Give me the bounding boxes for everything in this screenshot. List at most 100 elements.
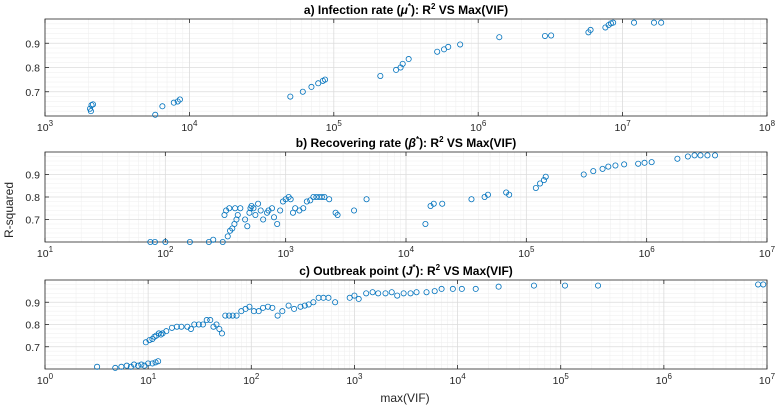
panel-title: c) Outbreak point (J*): R2 VS Max(VIF) — [299, 263, 513, 278]
data-point — [246, 303, 253, 310]
data-point — [246, 209, 253, 216]
data-point — [269, 304, 276, 311]
data-point — [260, 216, 267, 223]
data-point — [351, 207, 358, 214]
data-point — [631, 19, 638, 26]
x-tick-label: 107 — [615, 119, 632, 134]
y-tick-label: 0.7 — [25, 87, 40, 99]
x-tick-label: 101 — [37, 245, 54, 260]
data-point — [207, 317, 214, 324]
data-point — [186, 238, 193, 245]
data-point — [151, 238, 158, 245]
data-point — [684, 153, 691, 160]
data-point — [237, 205, 244, 212]
data-point — [612, 162, 619, 169]
data-point — [135, 362, 142, 369]
data-point — [250, 205, 257, 212]
data-point — [271, 214, 278, 221]
data-point — [131, 361, 138, 368]
data-point — [138, 361, 145, 368]
data-point — [264, 303, 271, 310]
data-point — [434, 48, 441, 55]
data-point — [310, 193, 317, 200]
data-point — [301, 302, 308, 309]
x-tick-label: 101 — [140, 372, 157, 387]
data-point — [363, 196, 370, 203]
data-point — [170, 99, 177, 106]
data-point — [595, 282, 602, 289]
data-point — [303, 198, 310, 205]
panel-outbreak-point: 100 101 102 103 104 105 106 107 0.7 0.8 0.9 c) Outb… — [25, 263, 775, 387]
data-point — [123, 362, 130, 369]
data-point — [234, 211, 241, 218]
y-axis-label: R-squared — [2, 182, 16, 238]
y-tick-label: 0.8 — [25, 63, 40, 75]
data-point — [648, 159, 655, 166]
data-point — [388, 289, 395, 296]
data-point — [195, 321, 202, 328]
x-tick-label: 102 — [243, 372, 260, 387]
x-tick-label: 105 — [553, 372, 570, 387]
data-point — [219, 238, 226, 245]
data-point — [537, 180, 544, 187]
data-point — [548, 32, 555, 39]
x-tick-label: 108 — [759, 119, 776, 134]
data-point — [691, 152, 698, 159]
data-point — [641, 159, 648, 166]
data-point — [422, 220, 429, 227]
data-point — [468, 196, 475, 203]
data-point — [405, 56, 412, 63]
data-point — [226, 312, 233, 319]
data-point — [94, 363, 101, 370]
x-axis-label: max(VIF) — [380, 391, 429, 405]
data-point — [321, 193, 328, 200]
x-tick-label: 105 — [326, 119, 343, 134]
y-tick-label: 0.7 — [25, 215, 40, 227]
data-point — [291, 305, 298, 312]
data-point — [159, 103, 166, 110]
data-point — [610, 19, 617, 26]
data-point — [393, 66, 400, 73]
x-tick-label: 102 — [157, 245, 174, 260]
y-tick-label: 0.9 — [25, 38, 40, 50]
data-point — [399, 60, 406, 67]
data-point — [472, 285, 479, 292]
x-tick-label: 105 — [518, 245, 535, 260]
data-point — [704, 152, 711, 159]
data-point — [325, 294, 332, 301]
data-point — [369, 289, 376, 296]
y-tick-label: 0.9 — [25, 297, 40, 309]
y-tick-label: 0.8 — [25, 192, 40, 204]
data-point — [269, 205, 276, 212]
data-point — [495, 283, 502, 290]
data-point — [300, 205, 307, 212]
data-point — [457, 41, 464, 48]
data-point — [318, 193, 325, 200]
x-tick-label: 107 — [759, 372, 776, 387]
data-point — [176, 96, 183, 103]
data-point — [599, 165, 606, 172]
data-point — [145, 360, 152, 367]
data-point — [658, 19, 665, 26]
data-point — [147, 238, 154, 245]
data-point — [274, 312, 281, 319]
data-point — [332, 299, 339, 306]
data-point — [287, 196, 294, 203]
data-point — [346, 294, 353, 301]
data-point — [218, 330, 225, 337]
data-point — [449, 285, 456, 292]
x-tick-label: 106 — [639, 245, 656, 260]
panel-title: a) Infection rate (μ*): R2 VS Max(VIF) — [304, 2, 508, 17]
data-point — [561, 282, 568, 289]
data-point — [674, 155, 681, 162]
data-point — [394, 292, 401, 299]
data-point — [635, 160, 642, 167]
data-point — [382, 290, 389, 297]
data-point — [87, 108, 94, 115]
data-point — [540, 177, 547, 184]
data-point — [287, 93, 294, 100]
data-point — [712, 152, 719, 159]
data-point — [580, 171, 587, 178]
data-point — [651, 19, 658, 26]
